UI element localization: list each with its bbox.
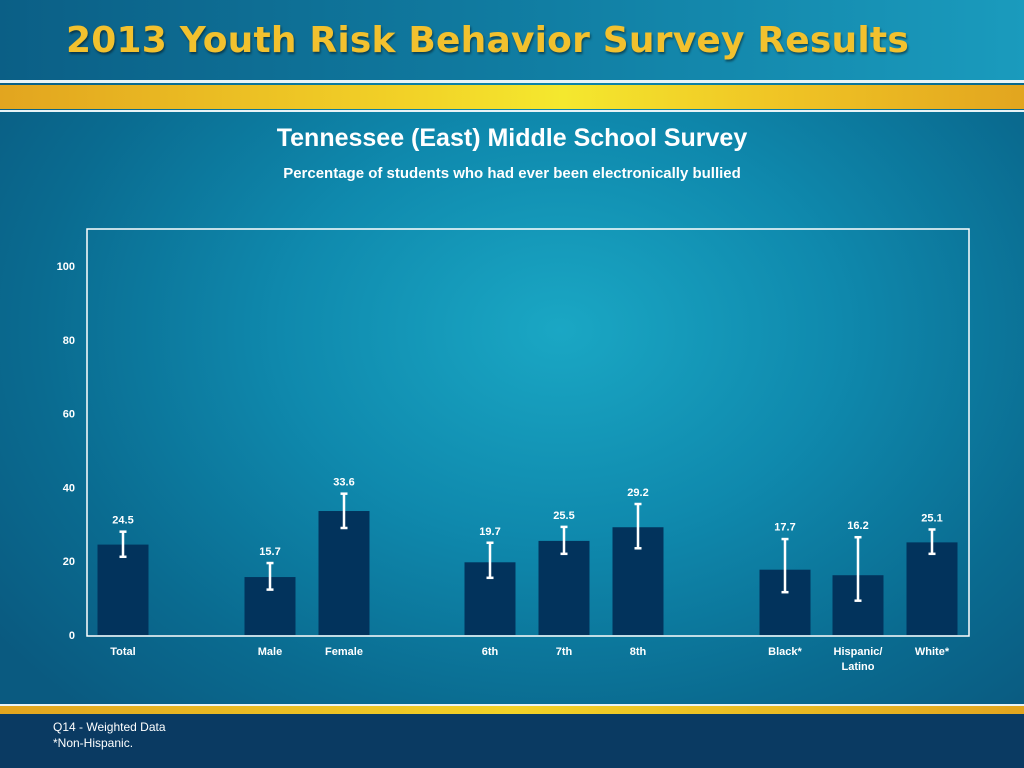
data-label: 19.7	[479, 526, 500, 538]
data-label: 25.5	[553, 510, 574, 522]
y-tick-label: 20	[63, 556, 75, 568]
data-label: 25.1	[921, 512, 942, 524]
x-tick-label: 7th	[556, 646, 573, 658]
footer-band	[0, 714, 1024, 768]
bar	[538, 540, 590, 635]
bar	[97, 544, 149, 635]
footer-gold-bar	[0, 706, 1024, 714]
footer-divider	[0, 704, 1024, 706]
footer-note-nonhispanic: *Non-Hispanic.	[53, 736, 134, 750]
y-tick-label: 0	[69, 630, 75, 642]
gold-accent-line	[0, 110, 1024, 112]
footer-note-question: Q14 - Weighted Data	[53, 720, 166, 734]
data-label: 29.2	[627, 487, 648, 499]
chart-title: Tennessee (East) Middle School Survey	[276, 124, 748, 152]
x-tick-label: Female	[325, 646, 363, 658]
y-tick-label: 60	[63, 409, 75, 421]
x-tick-label: 6th	[482, 646, 499, 658]
x-tick-label: 8th	[630, 646, 647, 658]
data-label: 24.5	[112, 515, 133, 527]
x-tick-label: Latino	[842, 661, 875, 673]
data-label: 17.7	[774, 522, 795, 534]
x-tick-label: Male	[258, 646, 282, 658]
data-label: 33.6	[333, 477, 354, 489]
data-label: 15.7	[259, 546, 280, 558]
x-tick-label: White*	[915, 646, 950, 658]
y-tick-label: 100	[57, 261, 75, 273]
page-title: 2013 Youth Risk Behavior Survey Results	[66, 20, 909, 61]
header-divider	[0, 80, 1024, 83]
y-tick-label: 40	[63, 482, 75, 494]
plot-frame	[86, 228, 970, 637]
bar	[318, 511, 370, 635]
header-band	[0, 0, 1024, 80]
y-tick-label: 80	[63, 335, 75, 347]
x-tick-label: Total	[110, 646, 135, 658]
x-tick-label: Hispanic/	[834, 646, 883, 658]
x-tick-label: Black*	[768, 646, 802, 658]
bar	[906, 542, 958, 635]
gold-accent-bar	[0, 85, 1024, 109]
chart-subtitle: Percentage of students who had ever been…	[283, 165, 741, 182]
data-label: 16.2	[847, 520, 868, 532]
